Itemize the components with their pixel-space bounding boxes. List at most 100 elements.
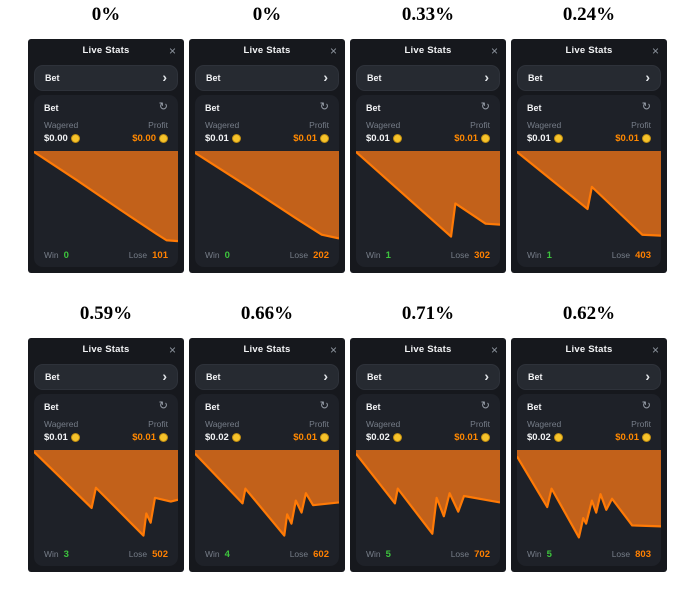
close-icon[interactable]: × xyxy=(651,342,659,357)
bet-menu-label: Bet xyxy=(45,73,60,83)
money-row: Wagered $0.01 Profit $0.01 xyxy=(517,115,661,151)
win-value: 5 xyxy=(546,548,552,560)
profit-amount: $0.01 xyxy=(454,432,478,443)
wagered-label: Wagered xyxy=(205,120,240,130)
panel-title: Live Stats xyxy=(404,344,452,355)
win-lose-row: Win 4 Lose 602 xyxy=(195,542,339,566)
coin-icon xyxy=(392,433,402,442)
panel-row-1: 0% Live Stats × Bet › Bet ↻ xyxy=(0,4,681,273)
bet-menu-label: Bet xyxy=(367,372,382,382)
money-row: Wagered $0.01 Profit $0.01 xyxy=(356,115,500,151)
live-stats-panel: Live Stats × Bet › Bet ↻ Wagered xyxy=(189,338,345,572)
chevron-right-icon: › xyxy=(484,368,489,384)
profit-chart xyxy=(34,450,178,542)
profit-label: Profit xyxy=(631,120,651,130)
refresh-icon[interactable]: ↻ xyxy=(158,101,168,113)
lose-stat: Lose 403 xyxy=(612,250,651,261)
bet-section-label: Bet xyxy=(44,102,59,113)
coin-icon xyxy=(392,134,402,143)
profit-label: Profit xyxy=(631,419,651,429)
wagered-label: Wagered xyxy=(366,120,401,130)
win-label: Win xyxy=(366,549,381,559)
stats-card-header: Bet ↻ xyxy=(34,394,178,414)
money-row: Wagered $0.00 Profit $0.00 xyxy=(34,115,178,151)
win-label: Win xyxy=(205,250,220,260)
panel-header: Live Stats × xyxy=(189,39,345,62)
bet-section-label: Bet xyxy=(527,102,542,113)
profit-block: Profit $0.01 xyxy=(454,419,490,443)
money-row: Wagered $0.01 Profit $0.01 xyxy=(34,414,178,450)
coin-icon xyxy=(159,433,168,442)
live-stats-panel: Live Stats × Bet › Bet ↻ Wagered xyxy=(189,39,345,273)
profit-block: Profit $0.00 xyxy=(132,120,168,144)
house-edge-label: 0.62% xyxy=(562,303,616,324)
wagered-block: Wagered $0.01 xyxy=(366,120,402,144)
stats-card-header: Bet ↻ xyxy=(356,394,500,414)
live-stats-panel: Live Stats × Bet › Bet ↻ Wagered xyxy=(350,338,506,572)
refresh-icon[interactable]: ↻ xyxy=(641,400,651,412)
stats-card: Bet ↻ Wagered $0.02 Profit xyxy=(356,394,500,566)
bet-section-label: Bet xyxy=(366,401,381,412)
refresh-icon[interactable]: ↻ xyxy=(319,400,329,412)
profit-block: Profit $0.01 xyxy=(454,120,490,144)
coin-icon xyxy=(320,433,329,442)
refresh-icon[interactable]: ↻ xyxy=(158,400,168,412)
panel-header: Live Stats × xyxy=(189,338,345,361)
chevron-right-icon: › xyxy=(162,368,167,384)
wagered-value: $0.02 xyxy=(205,432,241,443)
lose-label: Lose xyxy=(450,549,470,559)
bet-menu-item[interactable]: Bet › xyxy=(34,364,178,390)
profit-amount: $0.01 xyxy=(454,133,478,144)
bet-section-label: Bet xyxy=(366,102,381,113)
refresh-icon[interactable]: ↻ xyxy=(641,101,651,113)
wagered-amount: $0.02 xyxy=(205,432,229,443)
bet-menu-item[interactable]: Bet › xyxy=(517,364,661,390)
wagered-value: $0.02 xyxy=(366,432,402,443)
win-label: Win xyxy=(44,549,59,559)
bet-menu-item[interactable]: Bet › xyxy=(34,65,178,91)
close-icon[interactable]: × xyxy=(329,342,337,357)
live-stats-panel: Live Stats × Bet › Bet ↻ Wagered xyxy=(28,338,184,572)
money-row: Wagered $0.02 Profit $0.01 xyxy=(356,414,500,450)
close-icon[interactable]: × xyxy=(490,342,498,357)
house-edge-label: 0.59% xyxy=(79,303,133,324)
refresh-icon[interactable]: ↻ xyxy=(480,400,490,412)
close-icon[interactable]: × xyxy=(168,43,176,58)
wagered-block: Wagered $0.02 xyxy=(366,419,402,443)
win-lose-row: Win 5 Lose 803 xyxy=(517,542,661,566)
refresh-icon[interactable]: ↻ xyxy=(480,101,490,113)
profit-amount: $0.00 xyxy=(132,133,156,144)
win-stat: Win 1 xyxy=(366,250,391,261)
coin-icon xyxy=(642,433,651,442)
coin-icon xyxy=(481,433,490,442)
profit-label: Profit xyxy=(470,419,490,429)
lose-value: 602 xyxy=(313,548,329,560)
win-value: 4 xyxy=(224,548,230,560)
close-icon[interactable]: × xyxy=(168,342,176,357)
lose-value: 302 xyxy=(474,249,490,261)
bet-menu-item[interactable]: Bet › xyxy=(195,364,339,390)
bet-menu-item[interactable]: Bet › xyxy=(356,364,500,390)
lose-label: Lose xyxy=(289,549,309,559)
refresh-icon[interactable]: ↻ xyxy=(319,101,329,113)
close-icon[interactable]: × xyxy=(329,43,337,58)
close-icon[interactable]: × xyxy=(651,43,659,58)
panel-header: Live Stats × xyxy=(350,338,506,361)
wagered-value: $0.01 xyxy=(205,133,241,144)
close-icon[interactable]: × xyxy=(490,43,498,58)
profit-value: $0.01 xyxy=(293,133,329,144)
bet-menu-item[interactable]: Bet › xyxy=(195,65,339,91)
house-edge-label: 0.24% xyxy=(562,4,616,25)
bet-menu-item[interactable]: Bet › xyxy=(356,65,500,91)
win-value: 1 xyxy=(546,249,552,261)
panel-title: Live Stats xyxy=(243,344,291,355)
money-row: Wagered $0.02 Profit $0.01 xyxy=(517,414,661,450)
house-edge-label: 0% xyxy=(252,4,282,25)
wagered-label: Wagered xyxy=(527,419,562,429)
profit-value: $0.01 xyxy=(454,133,490,144)
win-label: Win xyxy=(366,250,381,260)
win-label: Win xyxy=(527,250,542,260)
bet-menu-item[interactable]: Bet › xyxy=(517,65,661,91)
chevron-right-icon: › xyxy=(484,69,489,85)
